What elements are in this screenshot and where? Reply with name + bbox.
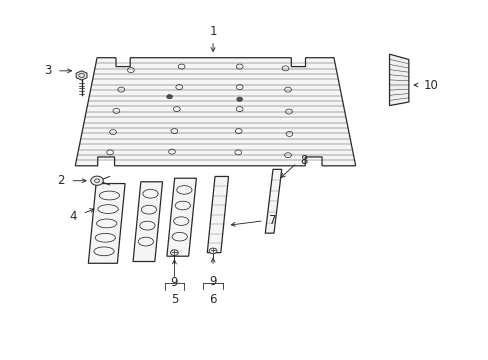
Circle shape (170, 250, 178, 256)
Circle shape (166, 95, 172, 99)
Polygon shape (207, 176, 228, 253)
Text: 9: 9 (170, 276, 178, 289)
Polygon shape (88, 184, 125, 263)
Text: 4: 4 (69, 210, 77, 222)
Circle shape (236, 97, 242, 101)
Text: 5: 5 (170, 293, 178, 306)
Polygon shape (389, 54, 408, 105)
Polygon shape (76, 71, 87, 80)
Circle shape (209, 248, 217, 254)
Polygon shape (166, 178, 196, 256)
Text: 7: 7 (268, 214, 276, 227)
Text: 8: 8 (300, 154, 307, 167)
Text: 10: 10 (423, 78, 437, 91)
Polygon shape (265, 169, 281, 233)
Circle shape (91, 176, 103, 185)
Text: 2: 2 (57, 174, 64, 187)
Text: 3: 3 (43, 64, 51, 77)
Text: 1: 1 (209, 24, 216, 37)
Polygon shape (75, 58, 355, 166)
Text: 6: 6 (209, 293, 216, 306)
Text: 9: 9 (209, 275, 216, 288)
Polygon shape (133, 182, 162, 261)
